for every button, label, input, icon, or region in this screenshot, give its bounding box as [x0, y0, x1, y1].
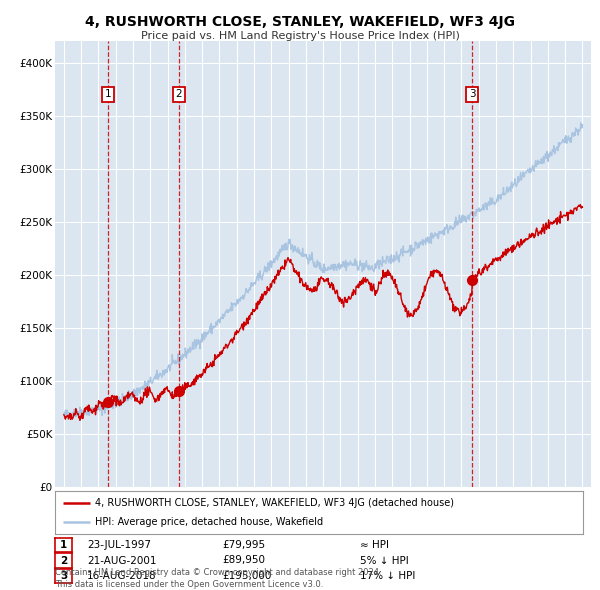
Text: 2: 2: [60, 556, 67, 565]
Text: 17% ↓ HPI: 17% ↓ HPI: [360, 571, 415, 581]
Text: HPI: Average price, detached house, Wakefield: HPI: Average price, detached house, Wake…: [95, 517, 323, 527]
Text: Contains HM Land Registry data © Crown copyright and database right 2024.
This d: Contains HM Land Registry data © Crown c…: [55, 568, 382, 589]
Text: 1: 1: [60, 540, 67, 550]
Text: ≈ HPI: ≈ HPI: [360, 540, 389, 550]
Text: Price paid vs. HM Land Registry's House Price Index (HPI): Price paid vs. HM Land Registry's House …: [140, 31, 460, 41]
Text: 23-JUL-1997: 23-JUL-1997: [87, 540, 151, 550]
Text: 21-AUG-2001: 21-AUG-2001: [87, 556, 157, 565]
Text: 3: 3: [60, 571, 67, 581]
Text: 16-AUG-2018: 16-AUG-2018: [87, 571, 157, 581]
Text: 5% ↓ HPI: 5% ↓ HPI: [360, 556, 409, 565]
Text: 2: 2: [175, 89, 182, 99]
Text: 3: 3: [469, 89, 475, 99]
Text: £79,995: £79,995: [222, 540, 265, 550]
Text: 4, RUSHWORTH CLOSE, STANLEY, WAKEFIELD, WF3 4JG: 4, RUSHWORTH CLOSE, STANLEY, WAKEFIELD, …: [85, 15, 515, 29]
Text: £195,000: £195,000: [222, 571, 271, 581]
Text: £89,950: £89,950: [222, 556, 265, 565]
Text: 4, RUSHWORTH CLOSE, STANLEY, WAKEFIELD, WF3 4JG (detached house): 4, RUSHWORTH CLOSE, STANLEY, WAKEFIELD, …: [95, 498, 454, 508]
Text: 1: 1: [104, 89, 112, 99]
